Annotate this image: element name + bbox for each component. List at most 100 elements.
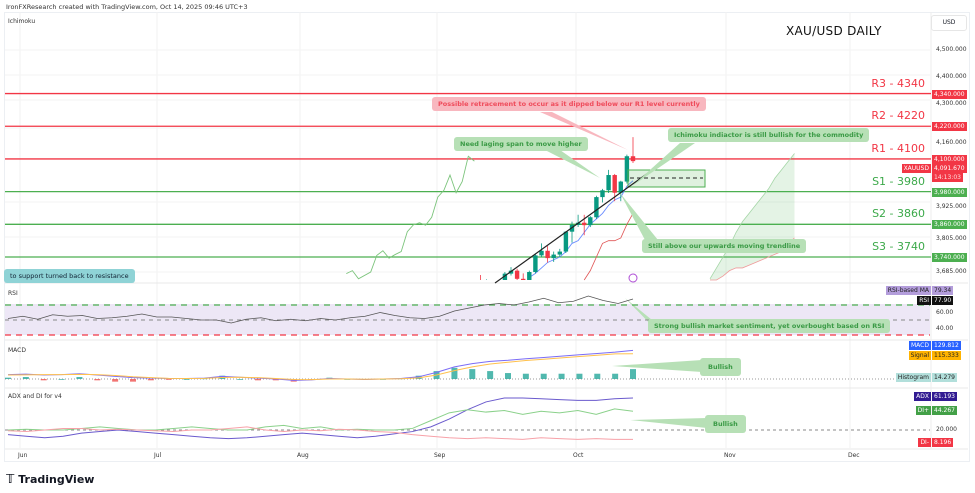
adx-tag-label: ADX (914, 392, 931, 401)
macd-histogram-bar (22, 377, 29, 379)
ichimoku-lines (346, 153, 795, 281)
chart-title: XAU/USD DAILY (786, 24, 882, 38)
signal-line (7, 353, 634, 381)
candle-body (545, 250, 550, 259)
macd-histogram-bar (415, 375, 422, 379)
price-axis-label: 3,805.000 (936, 235, 967, 243)
price-axis-label: 4,500.000 (936, 46, 967, 53)
rsi-ma-tag-label: RSI-based MA (885, 286, 931, 295)
lagging-span-line (346, 155, 475, 280)
date-jun: Jun (18, 452, 28, 459)
level-price-tag: 4,220.000 (932, 122, 967, 132)
macd-histogram-bar (612, 373, 619, 379)
tenkan-line (529, 180, 634, 278)
annotation-trendline[interactable]: Still above our upwards moving trendline (642, 239, 807, 253)
macd-histogram-bar (76, 377, 83, 379)
date-nov: Nov (724, 452, 736, 459)
callout-pointer (612, 360, 702, 372)
candle-body (563, 231, 569, 252)
callout-pointer (620, 193, 658, 240)
candle-body (630, 156, 636, 162)
last-price-tag: 4,091.670 (932, 164, 967, 173)
annotation-macd[interactable]: Bullish (700, 358, 741, 376)
candle-body (521, 278, 526, 280)
candle-body (533, 255, 538, 273)
price-axis-label: 3,925.000 (936, 202, 967, 210)
macd-histogram-bar (5, 377, 11, 379)
level-label-s3: S3 - 3740 (872, 240, 925, 254)
senkou-a-line (709, 153, 795, 280)
date-aug: Aug (297, 452, 309, 459)
ichimoku-label[interactable]: Ichimoku (8, 18, 36, 25)
macd-histogram-bar (630, 369, 636, 379)
annotation-adx[interactable]: Bullish (705, 415, 746, 433)
di-minus-line (7, 426, 633, 440)
rsi-line (7, 295, 634, 324)
candle-body (600, 190, 605, 198)
date-jul: Jul (154, 452, 162, 459)
rsi-tick-60: 60.00 (936, 309, 954, 316)
candle-body (527, 272, 532, 280)
macd-value: 129.812 (932, 341, 961, 350)
level-label-s2: S2 - 3860 (872, 207, 925, 221)
tradingview-logo-icon: 𝕋 (6, 472, 15, 486)
rsi-label[interactable]: RSI (8, 290, 18, 297)
signal-value: 115.333 (932, 351, 961, 360)
macd-histogram-bar (522, 373, 529, 379)
di-plus-tag-label: DI+ (915, 406, 931, 415)
di-plus-value: 44.267 (932, 406, 957, 415)
level-price-tag: 4,100.000 (932, 154, 967, 164)
macd-histogram-bar (469, 369, 476, 379)
macd-label[interactable]: MACD (8, 347, 26, 354)
candle-body (618, 181, 623, 193)
signal-tag-label: Signal (908, 351, 931, 360)
annotation-lagging-span[interactable]: Need laging span to move higher (454, 137, 588, 151)
countdown-tag: 14:13:03 (932, 173, 963, 182)
histogram-tag-label: Histogram (895, 373, 931, 382)
drawings (494, 112, 707, 428)
price-axis-label: 4,160.000 (936, 138, 967, 146)
brand-name: TradingView (18, 473, 95, 486)
chart-frame (4, 12, 970, 462)
annotation-ichimoku[interactable]: Ichimoku indiactor is still bullish for … (668, 128, 870, 142)
price-axis-label: 3,685.000 (936, 268, 967, 275)
candle-body (514, 270, 520, 279)
chart-credit: IronFXResearch created with TradingView.… (6, 3, 248, 11)
macd-tag-label: MACD (909, 341, 931, 350)
macd-histogram-bar (487, 371, 494, 379)
adx-line (7, 397, 634, 440)
macd-line (7, 349, 634, 381)
candle-body (539, 250, 544, 256)
callout-pointer (540, 112, 628, 150)
tradingview-logo[interactable]: 𝕋 TradingView (6, 472, 94, 486)
rsi-ma-value: 79.34 (932, 286, 954, 295)
histogram-value: 14.279 (932, 373, 957, 382)
candle-body (557, 251, 562, 255)
macd-histogram-bar (272, 379, 279, 381)
adx-label[interactable]: ADX and DI for v4 (8, 393, 62, 400)
di-minus-tag-label: DI- (918, 438, 931, 447)
candles (480, 137, 636, 280)
rsi-tick-40: 40.00 (936, 325, 954, 332)
macd-histogram-bar (94, 379, 101, 381)
annotation-rsi[interactable]: Strong bullish market sentiment, yet ove… (648, 319, 891, 333)
candle-body (582, 222, 587, 226)
macd-histogram-bar (451, 367, 458, 379)
price-axis-label: 4,400.000 (936, 73, 967, 81)
macd-histogram-bar (558, 373, 565, 379)
currency-button[interactable]: USD (931, 15, 967, 31)
macd-histogram-bar (165, 379, 172, 380)
adx-tick-20: 20.000 (936, 426, 957, 433)
date-sep: Sep (434, 452, 446, 459)
annotation-retracement[interactable]: Possible retracement to occur as it dipp… (432, 97, 706, 111)
candle-body (612, 175, 617, 193)
rsi-tag-label: RSI (917, 296, 931, 305)
annotation-support[interactable]: to support turned back to resistance (4, 269, 135, 283)
candle-body (624, 156, 630, 182)
grid (5, 12, 968, 450)
candle-body (588, 217, 593, 226)
level-label-r3: R3 - 4340 (871, 76, 925, 90)
macd-histogram-bar (237, 379, 244, 380)
macd-histogram-bar (255, 379, 261, 381)
